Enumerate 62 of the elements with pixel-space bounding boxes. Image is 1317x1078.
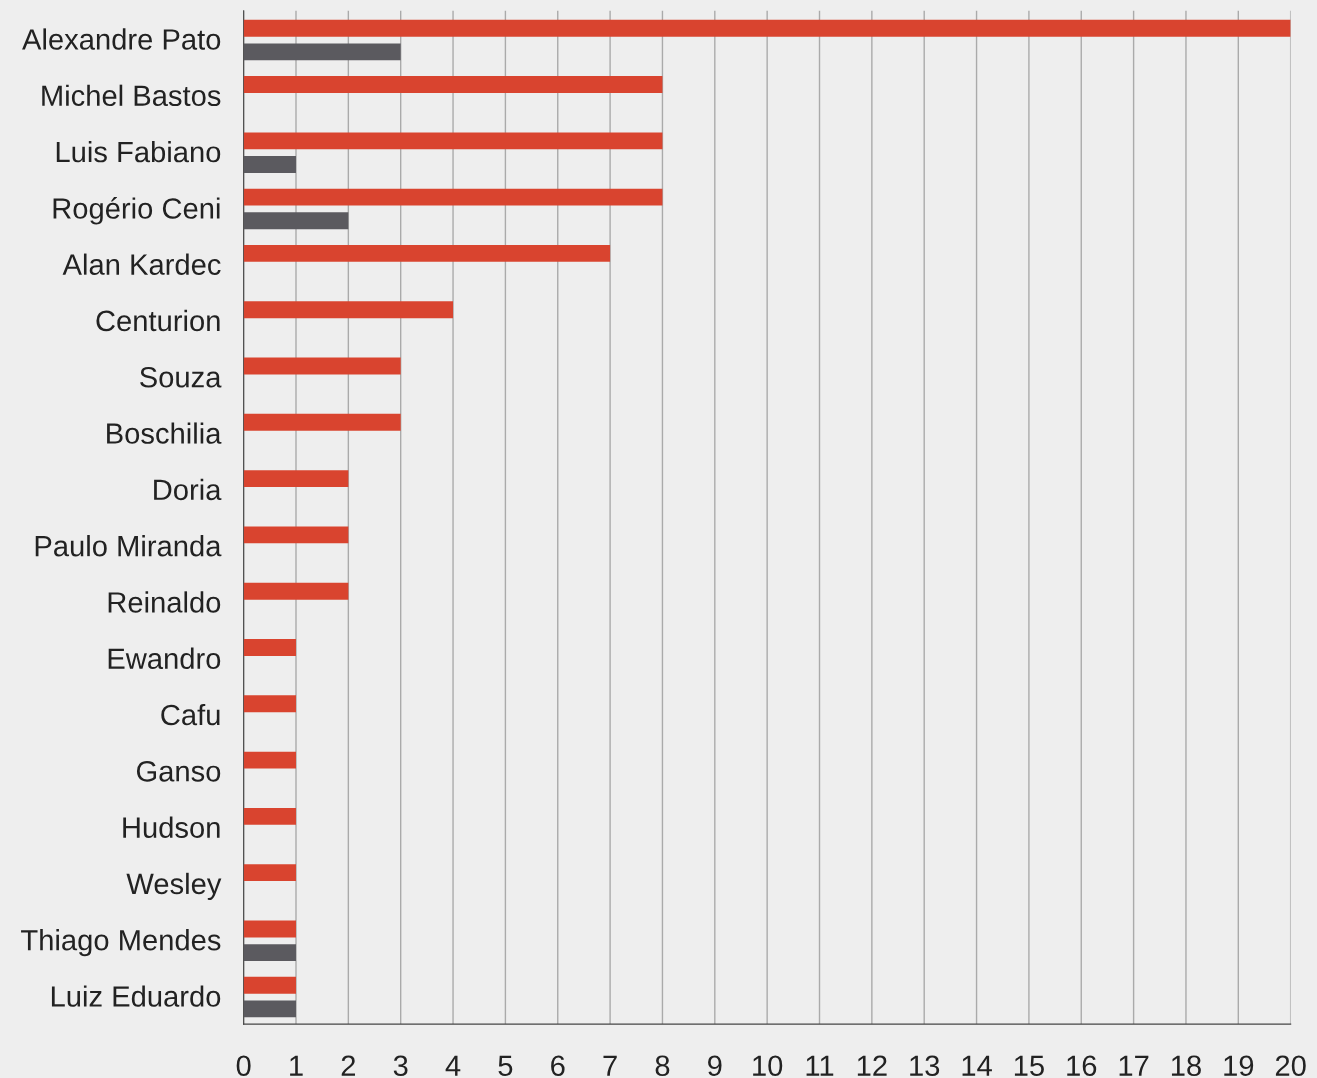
bar (243, 920, 296, 938)
bar (243, 526, 349, 544)
y-tick-label: Ganso (136, 760, 221, 782)
bar (243, 156, 296, 173)
y-tick-label: Cafu (161, 703, 220, 726)
y-tick-label: Alexandre Pato (22, 28, 221, 50)
x-tick-label: 2 (341, 1055, 355, 1076)
bar (243, 244, 611, 262)
y-tick-label: Boschilia (107, 422, 222, 444)
bar (243, 212, 349, 230)
x-tick-label: 16 (1067, 1055, 1097, 1077)
x-tick-label: 7 (603, 1055, 617, 1076)
bar (243, 43, 401, 61)
y-tick-label: Michel Bastos (42, 84, 221, 107)
x-tick-label: 1 (290, 1055, 303, 1076)
x-tick-label: 18 (1171, 1055, 1201, 1077)
x-tick-label: 4 (445, 1055, 461, 1076)
y-tick-label: Souza (140, 366, 222, 388)
x-tick-label: 12 (857, 1055, 887, 1076)
bar (243, 19, 1291, 37)
x-tick-label: 14 (962, 1055, 992, 1076)
bar (243, 413, 401, 431)
x-tick-label: 19 (1224, 1055, 1254, 1077)
bar (243, 470, 349, 488)
bar (243, 864, 296, 882)
bar (243, 751, 296, 769)
y-tick-label: Luis Fabiano (56, 140, 221, 163)
bar (243, 582, 349, 600)
x-tick-label: 11 (806, 1055, 834, 1076)
bar (243, 976, 296, 994)
x-tick-label: 6 (551, 1055, 565, 1077)
bar (243, 807, 296, 825)
y-tick-label: Thiago Mendes (21, 929, 221, 957)
y-tick-label: Reinaldo (108, 591, 221, 613)
bar (243, 357, 401, 375)
x-tick-label: 13 (910, 1055, 940, 1077)
bar (243, 76, 663, 93)
y-tick-label: Wesley (126, 872, 222, 900)
x-tick-label: 15 (1014, 1055, 1044, 1077)
x-tick-label: 0 (236, 1055, 251, 1077)
x-tick-label: 10 (753, 1055, 783, 1077)
y-tick-label: Centurion (96, 309, 220, 332)
bar (243, 1000, 296, 1018)
x-tick-label: 8 (655, 1055, 670, 1077)
bar (243, 132, 663, 150)
x-tick-label: 17 (1119, 1055, 1149, 1076)
x-tick-label: 3 (393, 1055, 408, 1077)
y-tick-label: Rogério Ceni (53, 197, 220, 225)
x-tick-label: 9 (708, 1055, 722, 1077)
bar (243, 639, 296, 656)
y-tick-label: Ewandro (108, 647, 221, 670)
bar (243, 695, 296, 713)
x-tick-label: 20 (1275, 1055, 1306, 1077)
bar (243, 944, 296, 962)
bar (243, 188, 663, 206)
y-tick-label: Hudson (123, 816, 220, 838)
x-tick-label: 5 (498, 1055, 513, 1077)
bar (243, 301, 454, 319)
y-tick-label: Paulo Miranda (35, 535, 222, 557)
y-tick-label: Alan Kardec (62, 253, 221, 275)
y-tick-label: Luiz Eduardo (51, 985, 221, 1007)
y-tick-label: Doria (154, 478, 222, 501)
